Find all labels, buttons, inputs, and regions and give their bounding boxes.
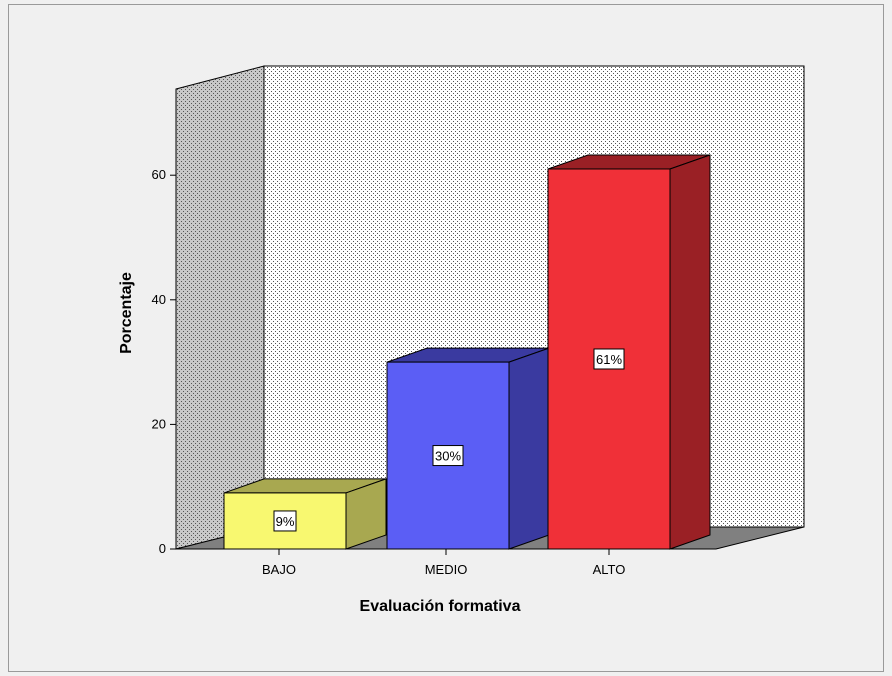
x-tick-label: MEDIO bbox=[425, 562, 468, 577]
x-axis-title: Evaluación formativa bbox=[360, 598, 521, 615]
bar-bajo: 9% bbox=[223, 478, 387, 550]
data-label: 30% bbox=[432, 445, 464, 467]
data-label-box bbox=[593, 348, 625, 370]
data-label-text: 9% bbox=[276, 514, 295, 529]
bar-chart-3d: 0 20 40 60 9% 30% 61% BAJO MEDIO ALTO Porcentaj… bbox=[118, 65, 805, 615]
data-label-text: 61% bbox=[596, 352, 622, 367]
chart-frame: 0 20 40 60 9% 30% 61% BAJO MEDIO ALTO Porcentaj… bbox=[8, 4, 884, 672]
side-wall bbox=[175, 65, 265, 550]
y-tick-label: 0 bbox=[159, 541, 166, 556]
y-tick-label: 60 bbox=[152, 167, 166, 182]
y-tick-label: 20 bbox=[152, 416, 166, 431]
x-tick-label: BAJO bbox=[262, 562, 296, 577]
data-label: 9% bbox=[273, 510, 297, 532]
data-label-text: 30% bbox=[435, 449, 461, 464]
bar-alto: 61% bbox=[547, 154, 711, 550]
x-tick-label: ALTO bbox=[593, 562, 626, 577]
bar-side-face bbox=[508, 347, 550, 550]
data-label: 61% bbox=[593, 348, 625, 370]
data-label-box bbox=[273, 510, 297, 532]
bar-side-face bbox=[669, 154, 711, 550]
y-tick-label: 40 bbox=[152, 292, 166, 307]
data-label-box bbox=[432, 445, 464, 467]
bar-medio: 30% bbox=[386, 347, 550, 550]
y-axis-title: Porcentaje bbox=[118, 272, 135, 354]
